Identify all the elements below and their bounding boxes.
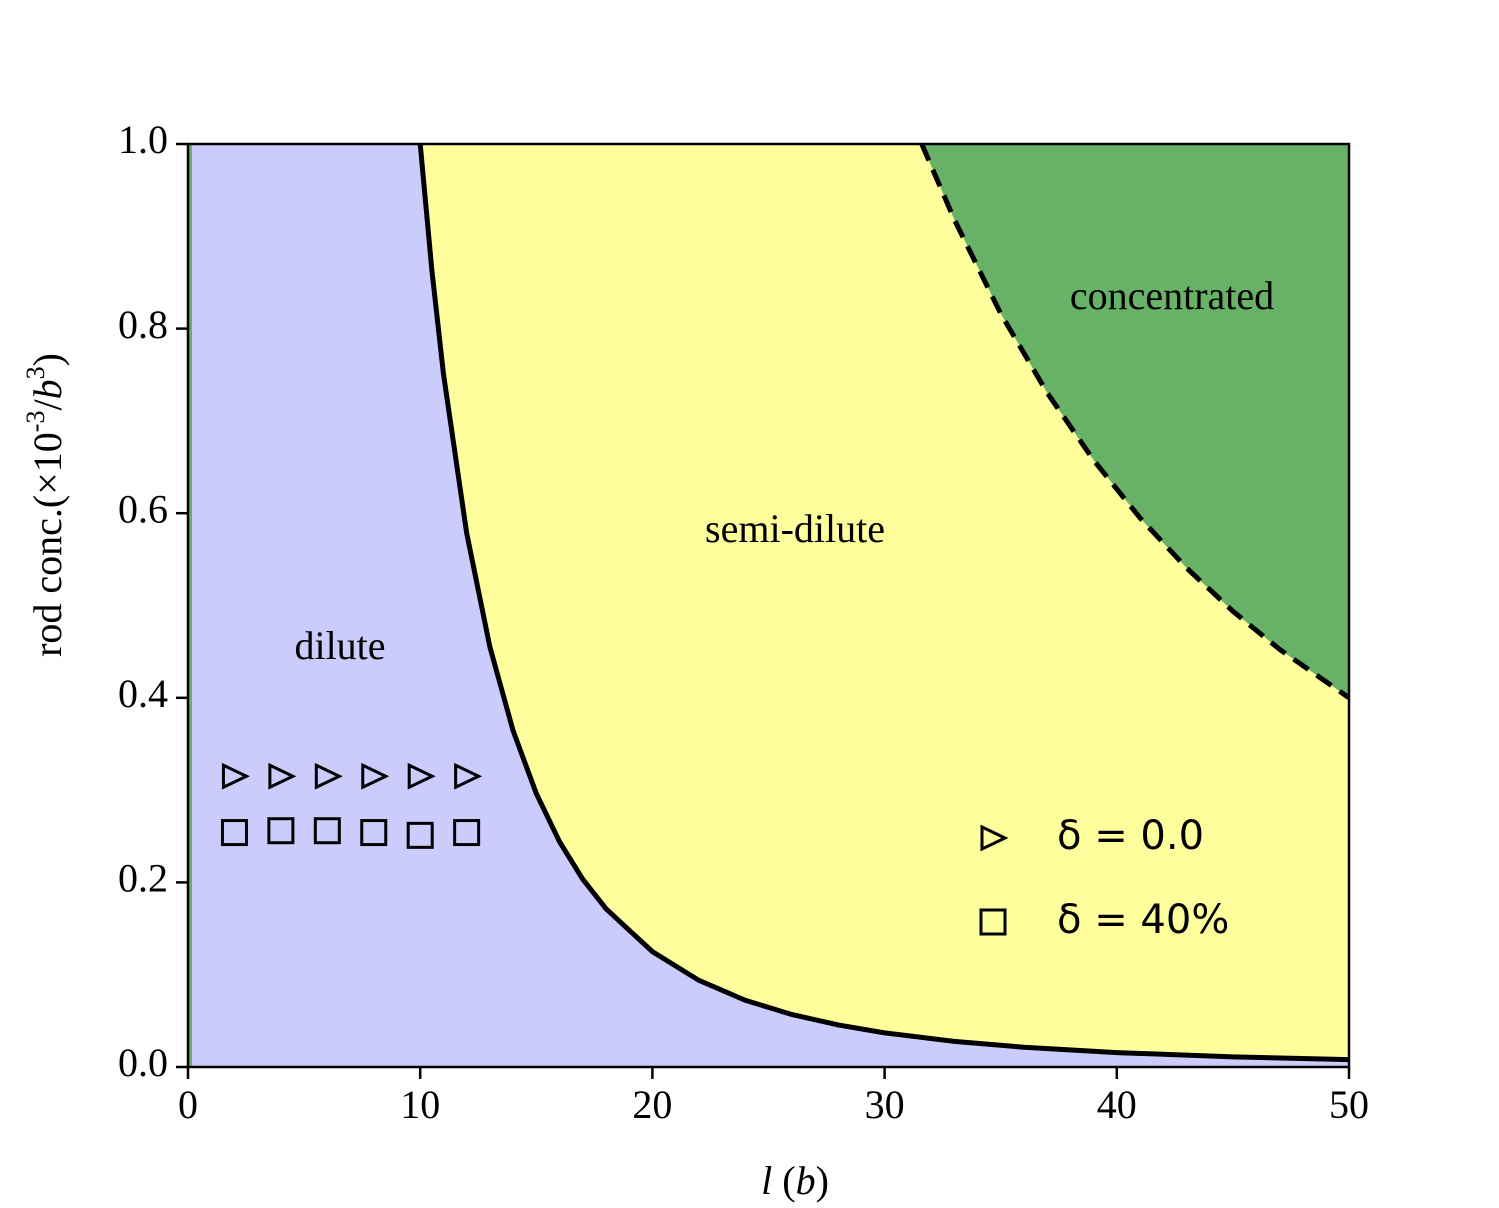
marker (267, 817, 295, 845)
x-axis-label: l (b) (761, 1158, 829, 1203)
marker (221, 762, 250, 790)
x-tick-label: 10 (400, 1082, 440, 1127)
marker (220, 819, 248, 847)
marker (454, 762, 483, 790)
plot-frame (186, 142, 1351, 1069)
label-part: 3 (21, 366, 50, 379)
y-axis-label: rod conc.(×10-3/b3) (21, 353, 70, 657)
marker (360, 819, 388, 847)
annotation: dilute (294, 623, 385, 668)
legend-label: δ = 40% (1057, 897, 1229, 943)
y-tick-label: 0.6 (118, 486, 168, 531)
boundary-line (919, 143, 1351, 700)
label-part: ) (25, 353, 70, 366)
boundary-line (417, 143, 1350, 1063)
y-tick-label: 0.8 (118, 302, 168, 347)
marker (314, 762, 343, 790)
x-tick-label: 50 (1329, 1082, 1369, 1127)
marker (361, 762, 390, 790)
annotation: concentrated (1070, 273, 1274, 318)
marker (313, 817, 341, 845)
legend-marker (979, 908, 1007, 936)
edge-strip (188, 144, 192, 1067)
marker (406, 821, 434, 849)
label-part: l (761, 1158, 772, 1203)
marker (453, 819, 481, 847)
x-tick-label: 0 (178, 1082, 198, 1127)
concentrated-region (921, 144, 1349, 698)
y-tick-label: 0.2 (118, 856, 168, 901)
legend-marker (980, 824, 1009, 852)
curves (417, 143, 1351, 1063)
marker (268, 762, 297, 790)
label-part: -3 (21, 411, 50, 433)
label-part: b (796, 1158, 816, 1203)
marker (407, 762, 436, 790)
label-part: ( (772, 1158, 795, 1203)
x-tick-label: 30 (865, 1082, 905, 1127)
y-tick-label: 0.0 (118, 1040, 168, 1085)
y-tick-label: 1.0 (118, 117, 168, 162)
x-tick-label: 20 (632, 1082, 672, 1127)
semi-dilute-region (420, 144, 1349, 1060)
y-tick-label: 0.4 (118, 671, 168, 716)
legend-label: δ = 0.0 (1057, 813, 1204, 859)
label-part: ) (816, 1158, 829, 1203)
label-part: rod conc.(×10 (25, 432, 70, 657)
x-tick-label: 40 (1097, 1082, 1137, 1127)
annotation: semi-dilute (705, 506, 885, 551)
label-part: b (25, 379, 70, 399)
label-part: / (25, 399, 70, 411)
